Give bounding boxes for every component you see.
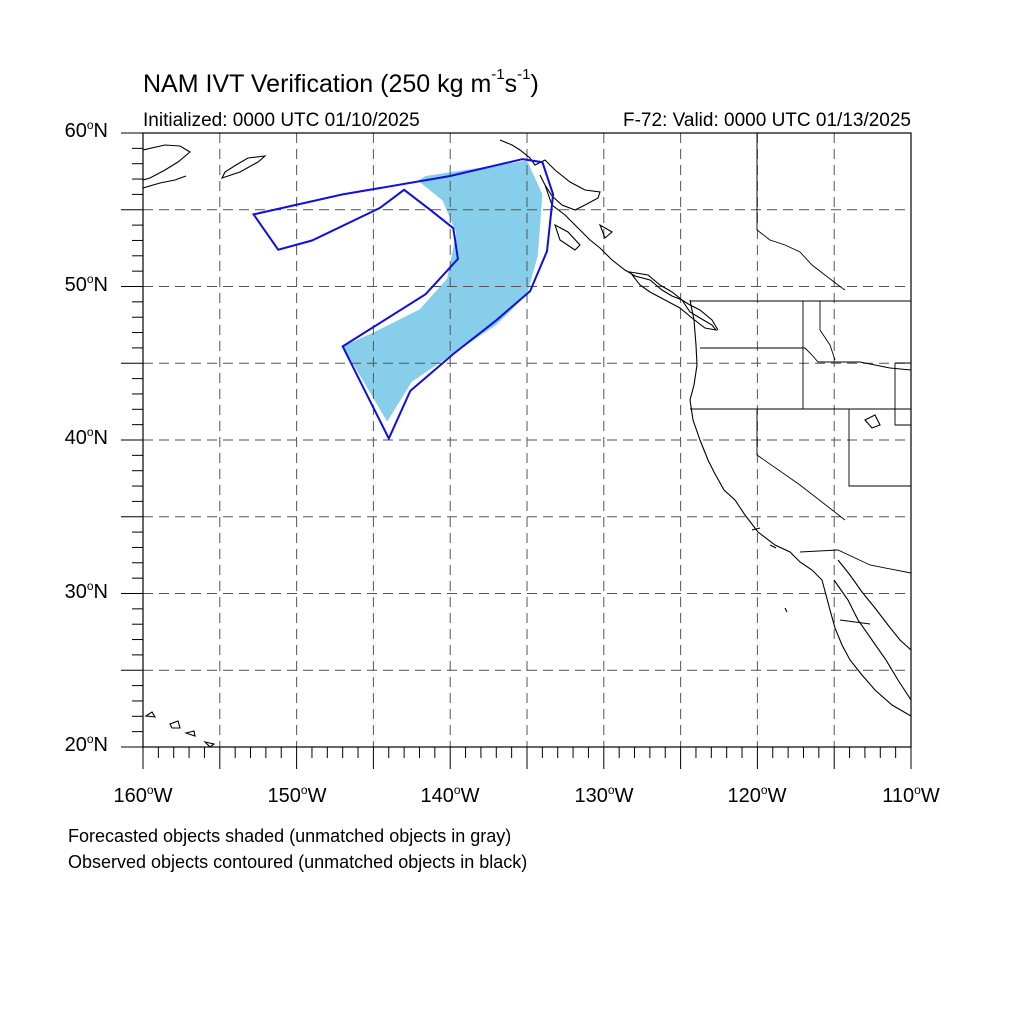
legend-note-forecast: Forecasted objects shaded (unmatched obj… (68, 826, 512, 846)
valid-time: F-72: Valid: 0000 UTC 01/13/2025 (623, 110, 911, 131)
alaska-coastline (143, 139, 601, 211)
baja-gulf-coast (833, 559, 911, 701)
observed-object (251, 158, 555, 441)
lat-label-30: 30oN (64, 579, 108, 603)
lat-label-40: 40oN (64, 425, 108, 449)
lon-label-120w: 120oW (727, 783, 787, 807)
axis-ticks (121, 132, 912, 769)
lon-label-140w: 140oW (420, 783, 480, 807)
lon-label-150w: 150oW (267, 783, 327, 807)
hawaii-islands (144, 711, 216, 747)
forecast-object (342, 160, 543, 422)
political-boundaries (690, 133, 911, 625)
lon-label-110w: 110oW (882, 783, 940, 807)
lon-label-130w: 130oW (574, 783, 634, 807)
bc-coastline (544, 184, 719, 331)
legend-note-observed: Observed objects contoured (unmatched ob… (68, 852, 528, 872)
map-title: NAM IVT Verification (250 kg m-1s-1) (143, 66, 539, 98)
gridlines (143, 133, 911, 747)
lon-label-160w: 160oW (113, 783, 173, 807)
us-west-coastline (689, 299, 911, 717)
lat-label-50: 50oN (64, 272, 108, 296)
initialized-time: Initialized: 0000 UTC 01/10/2025 (143, 110, 420, 131)
channel-islands (751, 414, 881, 613)
coastlines (143, 139, 911, 747)
lat-label-60: 60oN (64, 118, 108, 142)
lat-label-20: 20oN (64, 732, 108, 756)
